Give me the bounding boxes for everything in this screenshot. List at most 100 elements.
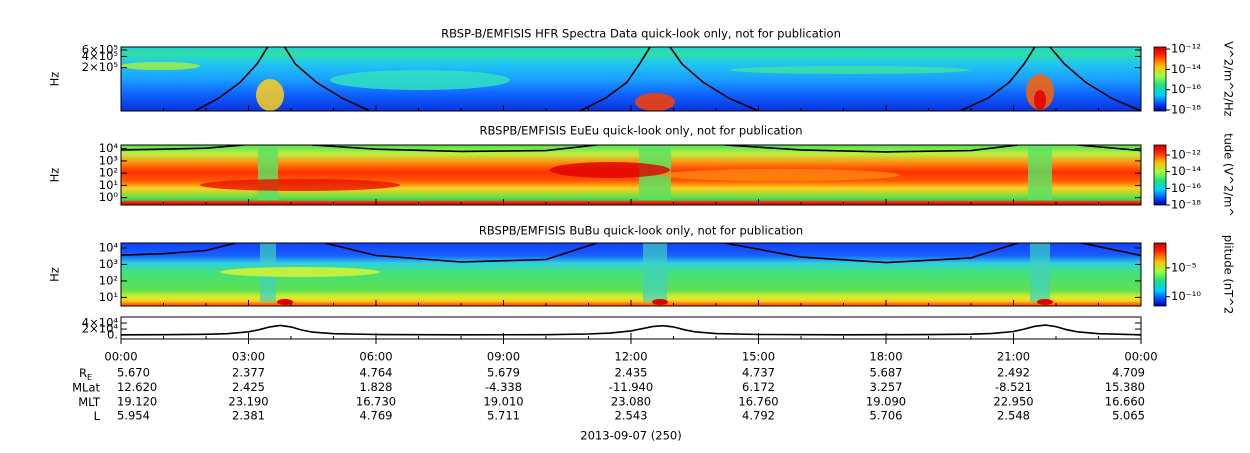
ephemeris-value: 4.709	[1112, 366, 1145, 380]
colorbar-tick-label: 10⁻¹⁴	[1171, 164, 1201, 178]
ephemeris-value: 4.792	[742, 409, 775, 423]
ephemeris-value: 5.687	[870, 366, 903, 380]
colorbar-tick-label: 10⁻¹⁴	[1171, 62, 1201, 76]
spectrogram-feature	[277, 299, 293, 305]
ephemeris-value: 2.492	[997, 366, 1030, 380]
x-tick-label: 03:00	[232, 350, 265, 364]
x-tick-label: 06:00	[359, 350, 392, 364]
y-axis-label: Hz	[48, 168, 62, 183]
y-tick-label: 10³	[99, 257, 119, 271]
y-axis-label: Hz	[48, 72, 62, 87]
ephemeris-value: 6.172	[742, 380, 775, 394]
y-tick-label: 10¹	[99, 178, 118, 192]
ephemeris-value: 5.670	[117, 366, 150, 380]
spectrogram-feature	[220, 267, 380, 277]
curve	[194, 47, 1141, 111]
spectrogram-feature	[256, 79, 284, 111]
y-tick-label: 10²	[99, 166, 118, 180]
ephemeris-value: 4.764	[360, 366, 393, 380]
colorbar-tick-label: 10⁻¹⁶	[1171, 82, 1201, 96]
spectrogram-feature	[1037, 299, 1053, 305]
curve	[121, 145, 1141, 153]
y-tick-label: 10⁰	[99, 190, 119, 204]
y-tick-label: 10⁴	[99, 240, 119, 254]
ephemeris-value: 19.120	[117, 394, 157, 408]
spectrogram-feature	[1028, 145, 1052, 200]
ephemeris-label-text: MLat	[72, 380, 100, 394]
plot-area	[121, 324, 1141, 336]
ephemeris-value: -4.338	[485, 380, 522, 394]
ephemeris-value: 4.769	[360, 409, 393, 423]
x-tick-label: 18:00	[869, 350, 902, 364]
spectrogram-feature	[258, 145, 278, 200]
ephemeris-label: MLat	[72, 380, 100, 394]
ephemeris-value: -11.940	[609, 380, 653, 394]
ephemeris-label: L	[94, 409, 101, 423]
ephemeris-value: 5.065	[1112, 409, 1145, 423]
panel-title: RBSPB/EMFISIS BuBu quick-look only, not …	[479, 224, 803, 238]
y-tick-label: 10³	[99, 153, 119, 167]
panel-title: RBSPB/EMFISIS EuEu quick-look only, not …	[479, 124, 802, 138]
ephemeris-value: 2.381	[232, 409, 265, 423]
spectrogram-feature	[550, 162, 670, 178]
ephemeris-value: 5.954	[117, 409, 150, 423]
x-tick-label: 21:00	[997, 350, 1030, 364]
spectrogram-feature	[1034, 90, 1046, 110]
colorbar	[1153, 144, 1167, 206]
ephemeris-value: 5.706	[870, 409, 903, 423]
x-tick-label: 00:00	[104, 350, 137, 364]
spectrogram-feature	[121, 62, 200, 70]
ephemeris-label-text: MLT	[78, 394, 101, 408]
ephemeris-label-text: L	[94, 409, 101, 423]
y-tick-label: 10⁴	[99, 141, 119, 155]
y-tick-label: 4×10⁴	[82, 316, 119, 330]
ephemeris-label-subscript: E	[87, 373, 92, 382]
colorbar-tick-label: 10⁻¹²	[1171, 148, 1201, 162]
spectrogram-feature	[330, 70, 510, 90]
ephemeris-value: 16.760	[738, 394, 778, 408]
x-tick-label: 15:00	[742, 350, 775, 364]
x-tick-label: 00:00	[1124, 350, 1157, 364]
colorbar-tick-label: 10⁻¹⁶	[1171, 181, 1201, 195]
ephemeris-label-text: R	[79, 366, 87, 380]
y-axis-label: Hz	[48, 267, 62, 282]
ephemeris-value: 5.711	[487, 409, 520, 423]
ephemeris-value: 16.660	[1105, 394, 1145, 408]
panel-title: RBSP-B/EMFISIS HFR Spectra Data quick-lo…	[441, 27, 841, 41]
colorbar-label: plitude (nT^2	[1222, 235, 1236, 314]
colorbar-tick-label: 10⁻¹⁸	[1171, 103, 1201, 117]
y-tick-label: 4×10⁵	[82, 49, 119, 63]
ephemeris-value: 19.090	[866, 394, 906, 408]
ephemeris-value: 15.380	[1105, 380, 1145, 394]
curve	[121, 324, 1141, 336]
ephemeris-value: 23.190	[228, 394, 268, 408]
ephemeris-value: 3.257	[870, 380, 903, 394]
spectrogram-feature	[730, 66, 970, 74]
ephemeris-value: 2.425	[232, 380, 265, 394]
ephemeris-value: 2.543	[615, 409, 648, 423]
ephemeris-value: 2.435	[615, 366, 648, 380]
ephemeris-value: 1.828	[360, 380, 393, 394]
colorbar	[1153, 46, 1167, 112]
colorbar	[1153, 242, 1167, 307]
ephemeris-value: 4.737	[742, 366, 775, 380]
spectrogram-feature	[652, 299, 668, 305]
ephemeris-value: 22.950	[993, 394, 1033, 408]
ephemeris-value: 2.377	[232, 366, 265, 380]
plot-area	[121, 243, 1141, 306]
colorbar-tick-label: 10⁻¹²	[1171, 42, 1201, 56]
ephemeris-label: MLT	[78, 394, 101, 408]
plot-area	[121, 47, 1141, 111]
y-tick-label: 2×10⁵	[82, 60, 119, 74]
colorbar-label: V^2/m^2/Hz	[1222, 41, 1236, 116]
ephemeris-value: 5.679	[487, 366, 520, 380]
colorbar-tick-label: 10⁻¹⁰	[1171, 289, 1201, 303]
spectrogram-feature	[643, 243, 667, 302]
ephemeris-label: RE	[79, 366, 92, 382]
y-tick-label: 0.	[107, 328, 118, 342]
colorbar-tick-label: 10⁻¹⁸	[1171, 198, 1201, 212]
y-tick-label: 10²	[99, 273, 118, 287]
ephemeris-value: 12.620	[117, 380, 157, 394]
curve	[121, 243, 1141, 264]
